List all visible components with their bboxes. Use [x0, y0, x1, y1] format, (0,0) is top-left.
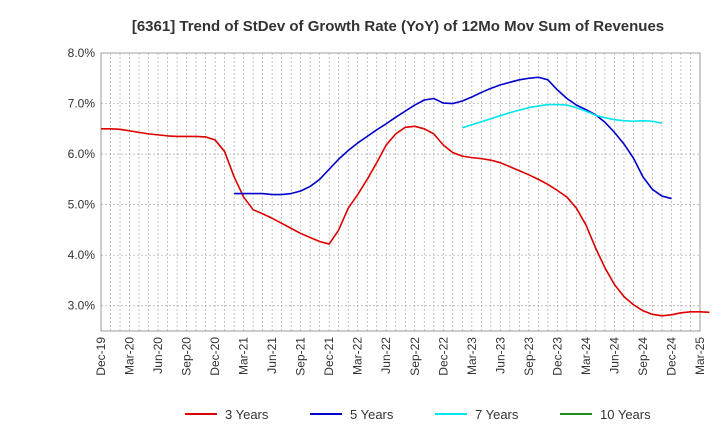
x-tick-label: Mar-20 — [123, 337, 137, 375]
x-tick-label: Dec-22 — [436, 337, 450, 376]
x-tick-label: Jun-24 — [607, 337, 621, 374]
x-tick-label: Jun-23 — [493, 337, 507, 374]
series-line-5-years — [234, 76, 672, 200]
x-tick-label: Jun-21 — [265, 337, 279, 374]
x-tick-label: Sep-23 — [522, 337, 536, 376]
x-tick-label: Mar-21 — [237, 337, 251, 375]
series-line-3-years — [101, 125, 710, 317]
x-tick-label: Jun-20 — [151, 337, 165, 374]
x-axis-tick-labels: Dec-19 Mar-20 Jun-20 Sep-20 Dec-20 Mar-21 Jun-… — [94, 337, 707, 376]
y-tick-label: 8.0% — [68, 46, 96, 60]
legend-label-5-years: 5 Years — [350, 407, 394, 422]
x-tick-label: Mar-25 — [693, 337, 707, 375]
x-tick-label: Mar-22 — [351, 337, 365, 375]
series-line-7-years — [462, 103, 663, 129]
chart-title: [6361] Trend of StDev of Growth Rate (Yo… — [132, 18, 664, 35]
y-axis-tick-labels: 3.0% 4.0% 5.0% 6.0% 7.0% 8.0% — [68, 46, 96, 313]
x-tick-label: Dec-24 — [664, 337, 678, 376]
y-tick-label: 4.0% — [68, 248, 96, 262]
legend-label-10-years: 10 Years — [600, 407, 651, 422]
legend-label-3-years: 3 Years — [225, 407, 269, 422]
x-tick-label: Sep-21 — [294, 337, 308, 376]
series-lines — [101, 76, 710, 317]
x-tick-label: Sep-22 — [408, 337, 422, 376]
x-tick-label: Mar-24 — [579, 337, 593, 375]
legend-label-7-years: 7 Years — [475, 407, 519, 422]
x-tick-label: Sep-24 — [636, 337, 650, 376]
legend: 3 Years 5 Years 7 Years 10 Years — [185, 407, 651, 422]
y-tick-label: 3.0% — [68, 299, 96, 313]
x-tick-label: Mar-23 — [465, 337, 479, 375]
y-tick-label: 6.0% — [68, 147, 96, 161]
x-tick-label: Jun-22 — [379, 337, 393, 374]
x-tick-label: Dec-20 — [208, 337, 222, 376]
x-tick-label: Sep-20 — [180, 337, 194, 376]
y-tick-label: 7.0% — [68, 97, 96, 111]
x-tick-label: Dec-21 — [322, 337, 336, 376]
x-tick-label: Dec-19 — [94, 337, 108, 376]
plot-area — [100, 52, 701, 332]
y-tick-label: 5.0% — [68, 198, 96, 212]
x-tick-label: Dec-23 — [550, 337, 564, 376]
